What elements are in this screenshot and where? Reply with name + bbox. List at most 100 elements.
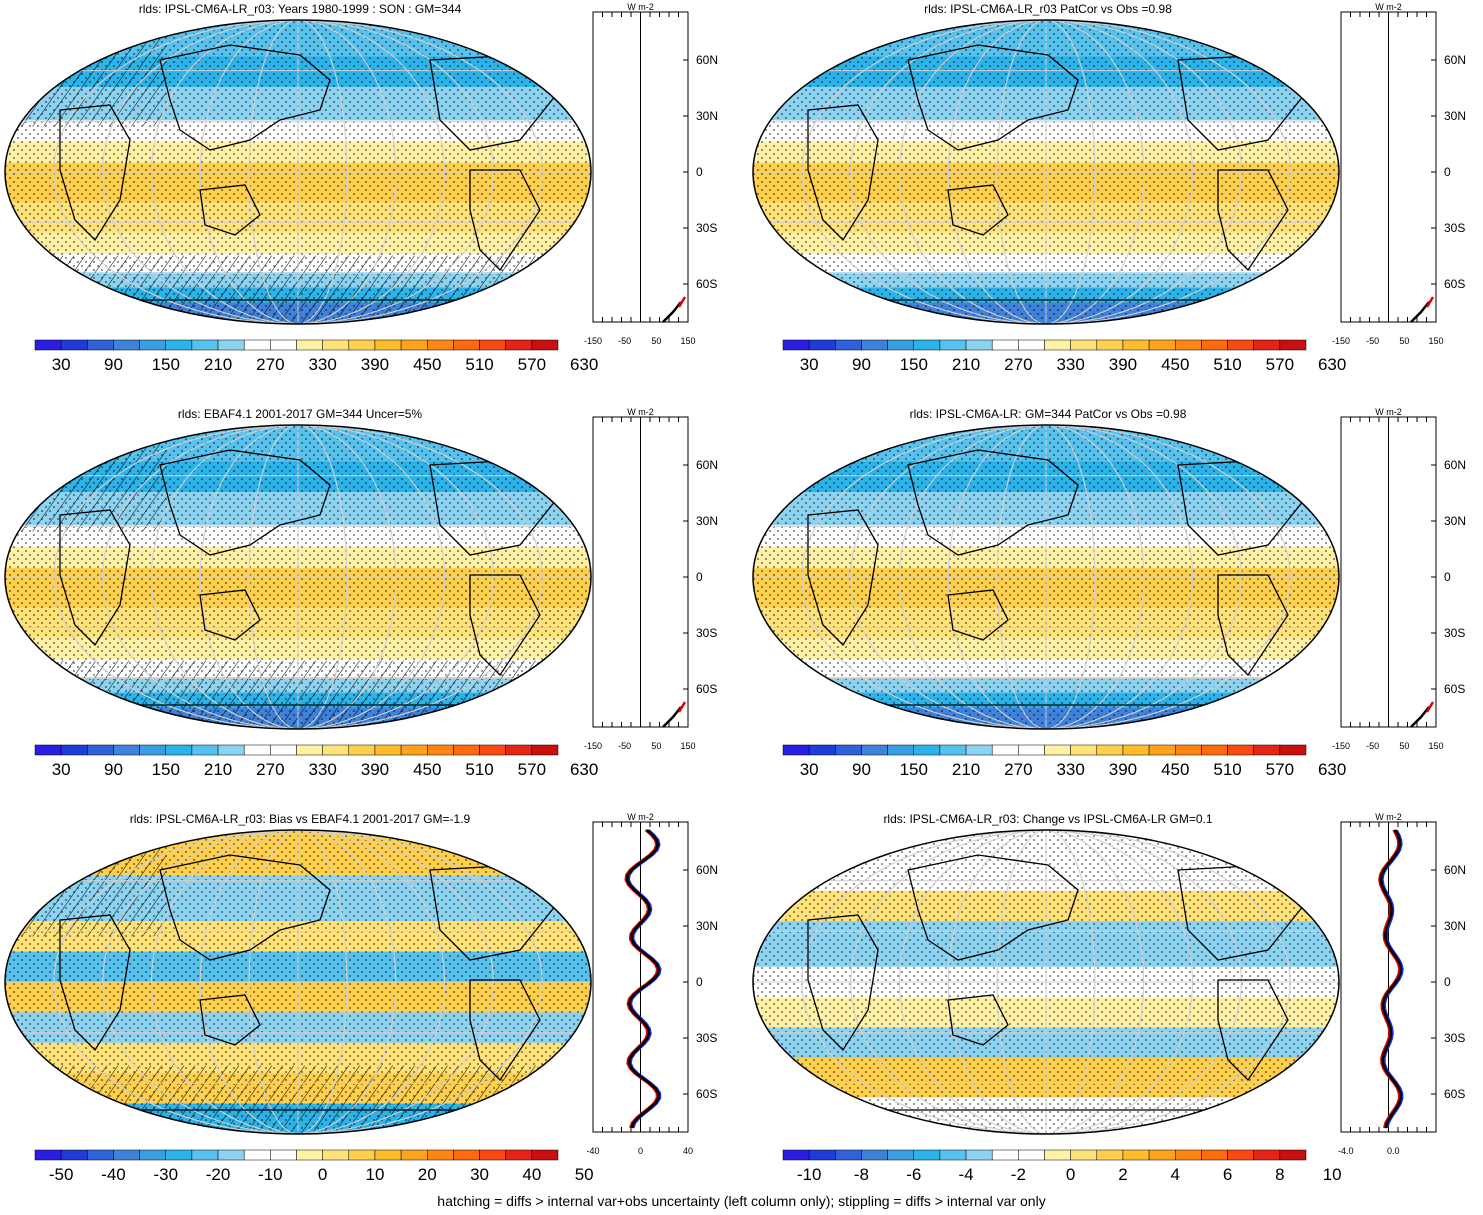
colorbar-swatch xyxy=(191,1149,219,1161)
colorbar-swatch xyxy=(348,339,376,351)
colorbar-tick-label: 450 xyxy=(413,355,441,374)
colorbar-swatch xyxy=(165,339,193,351)
map-outline xyxy=(4,424,592,730)
colorbar-swatch xyxy=(191,744,219,756)
latitude-label: 30S xyxy=(696,626,717,640)
colorbar-swatch xyxy=(1018,744,1045,756)
colorbar-swatch xyxy=(1096,1149,1124,1161)
colorbar-tick-label: 30 xyxy=(52,760,71,779)
colorbar-swatch xyxy=(1201,339,1228,351)
colorbar-swatch xyxy=(808,1149,836,1161)
colorbar-swatch xyxy=(965,339,993,351)
colorbar-swatch xyxy=(270,744,297,756)
profile-tick-label: -150 xyxy=(1332,336,1350,346)
colorbar-swatch xyxy=(965,744,993,756)
colorbar-swatch xyxy=(505,744,533,756)
colorbar-tick-label: 390 xyxy=(1109,355,1137,374)
colorbar-swatch xyxy=(453,744,480,756)
colorbar-tick-label: 210 xyxy=(952,760,980,779)
map-panel-5: rlds: IPSL-CM6A-LR_r03: Bias vs EBAF4.1 … xyxy=(0,810,735,1210)
colorbar-swatch xyxy=(1201,744,1228,756)
colorbar-swatch xyxy=(991,339,1019,351)
colorbar-swatch xyxy=(165,1149,193,1161)
colorbar-tick-label: -50 xyxy=(49,1165,74,1184)
profile-tick-label: 50 xyxy=(651,336,661,346)
colorbar-swatch xyxy=(861,339,888,351)
colorbar-tick-label: 450 xyxy=(413,760,441,779)
latitude-label: 60N xyxy=(1444,53,1466,67)
colorbar-swatch xyxy=(34,339,62,351)
colorbar-swatch xyxy=(243,1149,271,1161)
map-outline xyxy=(752,829,1340,1135)
colorbar-swatch xyxy=(60,339,88,351)
latitude-label: 30S xyxy=(696,1031,717,1045)
colorbar-swatch xyxy=(913,339,941,351)
colorbar-tick-label: -40 xyxy=(101,1165,126,1184)
panel-title: rlds: IPSL-CM6A-LR_r03: Years 1980-1999 … xyxy=(138,2,462,16)
colorbar-swatch xyxy=(113,339,140,351)
colorbar-swatch xyxy=(1175,744,1202,756)
map-panel-3: rlds: EBAF4.1 2001-2017 GM=344 Uncer=5% 3… xyxy=(0,405,735,805)
colorbar-tick-label: 4 xyxy=(1171,1165,1180,1184)
colorbar-tick-label: 390 xyxy=(361,355,389,374)
colorbar-swatch xyxy=(270,1149,297,1161)
panel-graphics: 30 90 150 210 270 330 390 450 510 570 630 W m-2 60N 3… xyxy=(752,2,1466,374)
colorbar-swatch xyxy=(296,744,323,756)
latitude-label: 30S xyxy=(1444,1031,1465,1045)
colorbar-swatch xyxy=(374,339,402,351)
profile-tick-label: -50 xyxy=(618,741,631,751)
colorbar-swatch xyxy=(808,339,836,351)
colorbar-swatch xyxy=(1044,339,1071,351)
profile-tick-label: -4.0 xyxy=(1338,1146,1354,1156)
latitude-label: 30N xyxy=(1444,919,1466,933)
colorbar-tick-label: 270 xyxy=(256,760,284,779)
colorbar-swatch xyxy=(113,1149,140,1161)
latitude-label: 60N xyxy=(1444,458,1466,472)
colorbar-tick-label: 30 xyxy=(470,1165,489,1184)
profile-tick-label: 0.0 xyxy=(1387,1146,1400,1156)
colorbar-tick-label: 390 xyxy=(361,760,389,779)
colorbar-swatch xyxy=(531,1149,559,1161)
profile-tick-label: 50 xyxy=(651,741,661,751)
map-outline xyxy=(4,829,592,1135)
map-panel-6: rlds: IPSL-CM6A-LR_r03: Change vs IPSL-C… xyxy=(748,810,1483,1210)
colorbar-tick-label: 10 xyxy=(365,1165,384,1184)
colorbar-swatch xyxy=(34,744,62,756)
latitude-label: 60N xyxy=(1444,863,1466,877)
colorbar-tick-label: -30 xyxy=(153,1165,178,1184)
colorbar-swatch xyxy=(400,339,428,351)
colorbar-swatch xyxy=(1044,744,1071,756)
colorbar-tick-label: 510 xyxy=(465,760,493,779)
map-panel-2: rlds: IPSL-CM6A-LR_r03 PatCor vs Obs =0.… xyxy=(748,0,1483,400)
latitude-label: 30N xyxy=(1444,514,1466,528)
profile-tick-label: -150 xyxy=(584,336,602,346)
colorbar-tick-label: -4 xyxy=(958,1165,973,1184)
colorbar-swatch xyxy=(113,744,140,756)
colorbar-swatch xyxy=(87,744,114,756)
colorbar-swatch xyxy=(1096,744,1124,756)
profile-unit: W m-2 xyxy=(1375,2,1402,12)
colorbar-swatch xyxy=(1227,339,1254,351)
map-field xyxy=(753,20,1339,324)
profile-tick-label: -50 xyxy=(1366,336,1379,346)
latitude-label: 30S xyxy=(1444,626,1465,640)
colorbar-tick-label: 450 xyxy=(1161,760,1189,779)
colorbar-swatch xyxy=(782,744,810,756)
panel-title: rlds: IPSL-CM6A-LR: GM=344 PatCor vs Obs… xyxy=(909,407,1187,421)
latitude-label: 60S xyxy=(1444,682,1465,696)
colorbar-swatch xyxy=(243,744,271,756)
colorbar-swatch xyxy=(400,1149,428,1161)
profile-unit: W m-2 xyxy=(1375,812,1402,822)
colorbar-tick-label: 570 xyxy=(1266,760,1294,779)
profile-tick-label: 150 xyxy=(680,741,695,751)
colorbar-swatch xyxy=(374,1149,402,1161)
colorbar-swatch xyxy=(991,1149,1019,1161)
colorbar-swatch xyxy=(861,744,888,756)
colorbar-swatch xyxy=(991,744,1019,756)
latitude-label: 0 xyxy=(696,975,703,989)
profile-tick-label: 150 xyxy=(680,336,695,346)
colorbar-swatch xyxy=(913,1149,941,1161)
latitude-label: 60S xyxy=(1444,277,1465,291)
colorbar-tick-label: 330 xyxy=(1056,760,1084,779)
colorbar-swatch xyxy=(1070,1149,1098,1161)
